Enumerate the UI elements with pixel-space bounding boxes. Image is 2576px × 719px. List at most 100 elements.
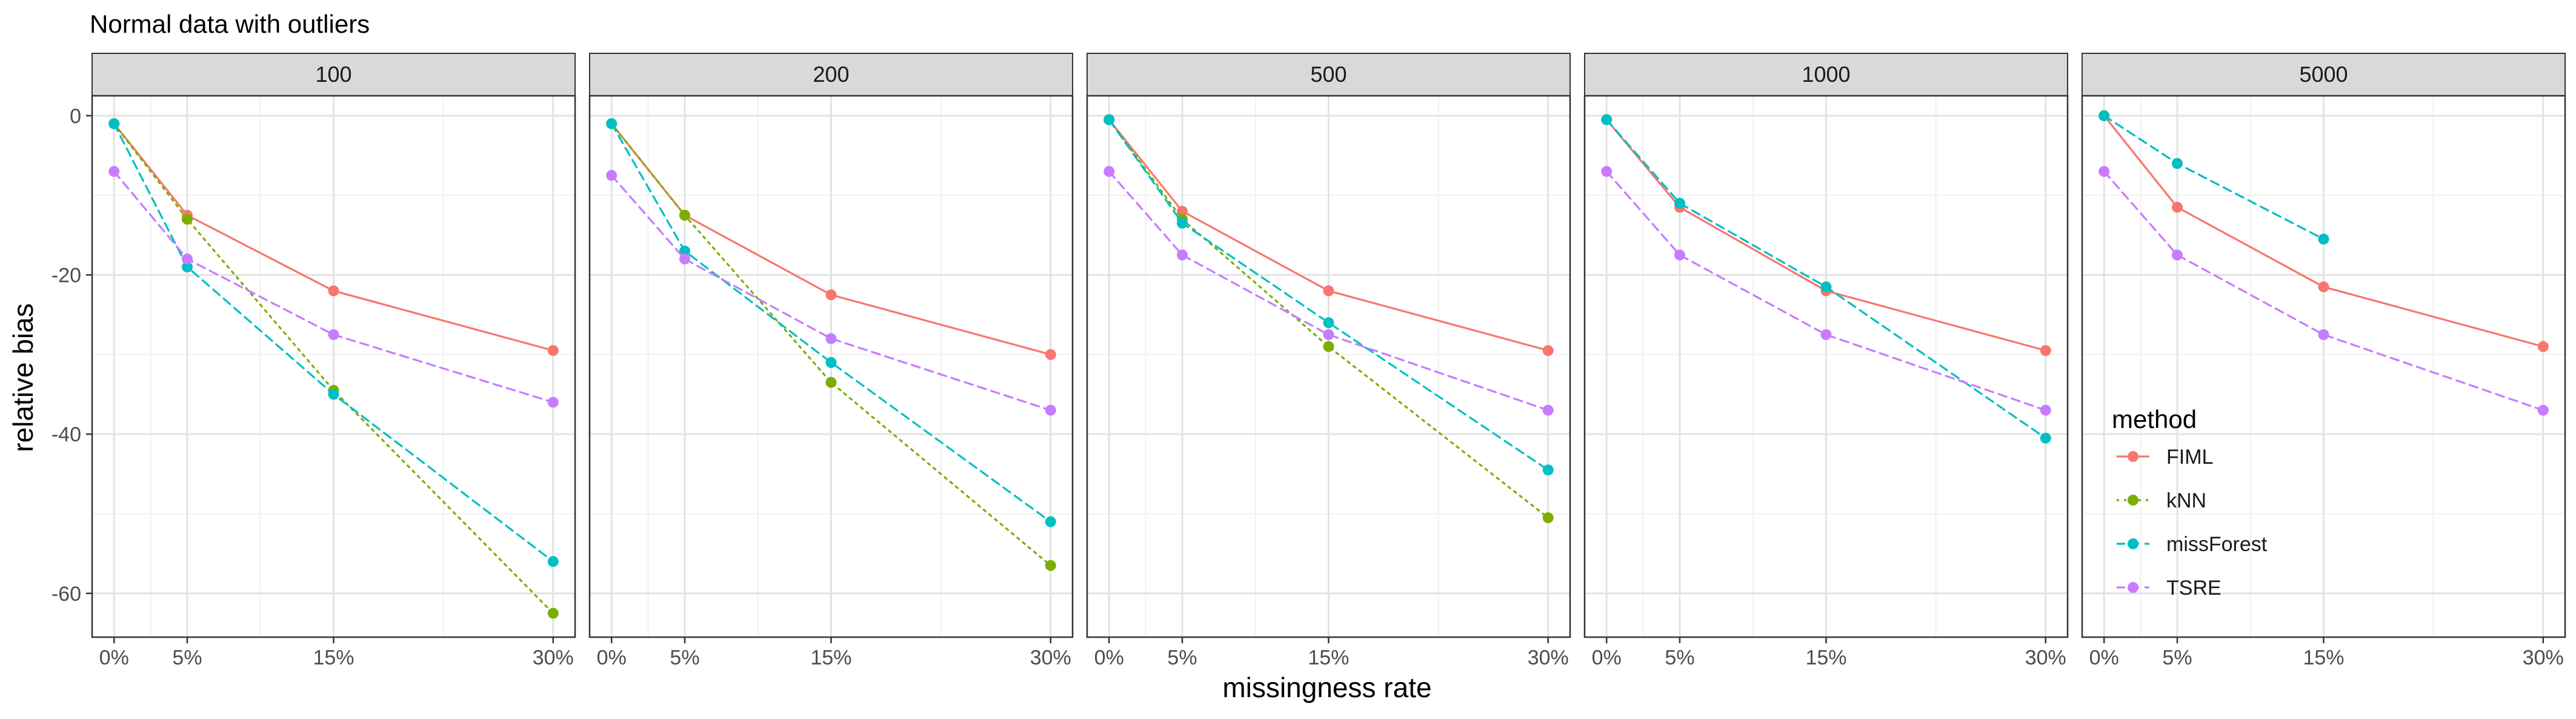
data-point xyxy=(1674,249,1685,261)
data-point xyxy=(1820,281,1832,293)
data-point xyxy=(547,556,559,567)
data-point xyxy=(1323,317,1334,329)
data-point xyxy=(2318,281,2329,293)
data-point xyxy=(1045,560,1056,571)
data-point xyxy=(2537,404,2549,416)
panel-1000: 1000 0% 5% 15% 30% xyxy=(1583,53,2069,669)
legend-key-point xyxy=(2128,582,2138,593)
series-missforest xyxy=(2098,110,2329,245)
data-point xyxy=(1323,329,1334,340)
series-line xyxy=(2103,115,2544,348)
data-point xyxy=(679,209,690,221)
data-point xyxy=(825,356,837,368)
series-tsre xyxy=(1103,166,1554,416)
panel-strip xyxy=(589,53,1073,96)
data-point xyxy=(2171,158,2183,169)
data-point xyxy=(825,333,837,344)
x-tick-label: 5% xyxy=(1665,646,1694,669)
data-point xyxy=(2098,166,2110,177)
data-point xyxy=(1045,516,1056,527)
series-line xyxy=(1108,118,1549,519)
data-point xyxy=(2098,110,2110,121)
data-point xyxy=(547,345,559,356)
x-tick-label: 5% xyxy=(172,646,202,669)
data-point xyxy=(108,166,120,177)
series-tsre xyxy=(108,166,559,408)
panel-strip-label: 5000 xyxy=(2299,62,2348,87)
legend-item-knn: kNN xyxy=(2117,489,2206,512)
x-tick-label: 30% xyxy=(1528,646,1569,669)
panel-100: 100 0% 5% 15% 30% xyxy=(91,53,576,669)
x-tick-label: 0% xyxy=(2089,646,2119,669)
legend-key-point xyxy=(2128,451,2138,462)
data-point xyxy=(1542,512,1554,524)
y-tick-label: -20 xyxy=(52,264,81,287)
series-line xyxy=(113,122,554,615)
x-tick-label: 15% xyxy=(810,646,851,669)
x-axis-label: missingness rate xyxy=(1222,672,1431,703)
legend-label: FIML xyxy=(2166,446,2213,469)
legend: method FIML kNN missForest TSRE xyxy=(2112,405,2268,600)
data-point xyxy=(2537,341,2549,352)
data-point xyxy=(1542,404,1554,416)
x-tick-label: 15% xyxy=(313,646,354,669)
series-line xyxy=(1108,170,1549,412)
data-point xyxy=(1601,166,1612,177)
data-point xyxy=(2040,432,2051,444)
series-missforest xyxy=(1103,114,1554,476)
data-point xyxy=(328,285,339,296)
x-tick-label: 30% xyxy=(533,646,574,669)
series-line xyxy=(113,122,554,563)
data-point xyxy=(108,118,120,129)
series-line xyxy=(610,174,1052,412)
panel-strip-label: 1000 xyxy=(1802,62,1850,87)
y-tick-label: -60 xyxy=(52,583,81,606)
x-tick-label: 15% xyxy=(1308,646,1349,669)
data-point xyxy=(1323,285,1334,296)
data-point xyxy=(1103,166,1115,177)
data-point xyxy=(2040,345,2051,356)
series-line xyxy=(1605,118,2047,352)
legend-label: kNN xyxy=(2166,489,2206,512)
x-tick-label: 5% xyxy=(1167,646,1197,669)
legend-item-fiml: FIML xyxy=(2117,446,2213,469)
x-tick-label: 15% xyxy=(1805,646,1846,669)
legend-key-point xyxy=(2128,495,2138,506)
series-missforest xyxy=(108,118,559,567)
data-point xyxy=(1601,114,1612,125)
panel-500: 500 0% 5% 15% 30% xyxy=(1086,53,1571,669)
x-tick-label: 30% xyxy=(2025,646,2066,669)
legend-label: missForest xyxy=(2166,533,2268,556)
series-tsre xyxy=(606,170,1056,416)
legend-label: TSRE xyxy=(2166,577,2222,600)
x-tick-label: 30% xyxy=(1030,646,1071,669)
data-point xyxy=(825,289,837,301)
data-point xyxy=(2318,329,2329,340)
legend-item-missforest: missForest xyxy=(2117,533,2268,556)
data-point xyxy=(679,253,690,265)
legend-item-tsre: TSRE xyxy=(2117,577,2222,600)
data-point xyxy=(181,261,193,273)
data-point xyxy=(825,376,837,388)
series-line xyxy=(2103,170,2544,412)
series-tsre xyxy=(2098,166,2549,416)
data-point xyxy=(181,253,193,265)
data-point xyxy=(2171,249,2183,261)
data-point xyxy=(181,213,193,225)
series-line xyxy=(1108,118,1549,352)
data-point xyxy=(1045,404,1056,416)
legend-key-point xyxy=(2128,538,2138,549)
data-point xyxy=(328,329,339,340)
panel-strip xyxy=(1584,53,2068,96)
data-point xyxy=(547,396,559,408)
data-point xyxy=(1323,341,1334,352)
data-point xyxy=(1103,114,1115,125)
panel-5000: 5000 0% 5% 15% 30% xyxy=(2081,53,2566,669)
series-line xyxy=(113,122,554,352)
x-tick-label: 0% xyxy=(1592,646,1622,669)
series-line xyxy=(1605,118,2047,440)
data-point xyxy=(1674,198,1685,209)
series-tsre xyxy=(1601,166,2051,416)
data-point xyxy=(1176,249,1188,261)
x-tick-label: 0% xyxy=(99,646,129,669)
